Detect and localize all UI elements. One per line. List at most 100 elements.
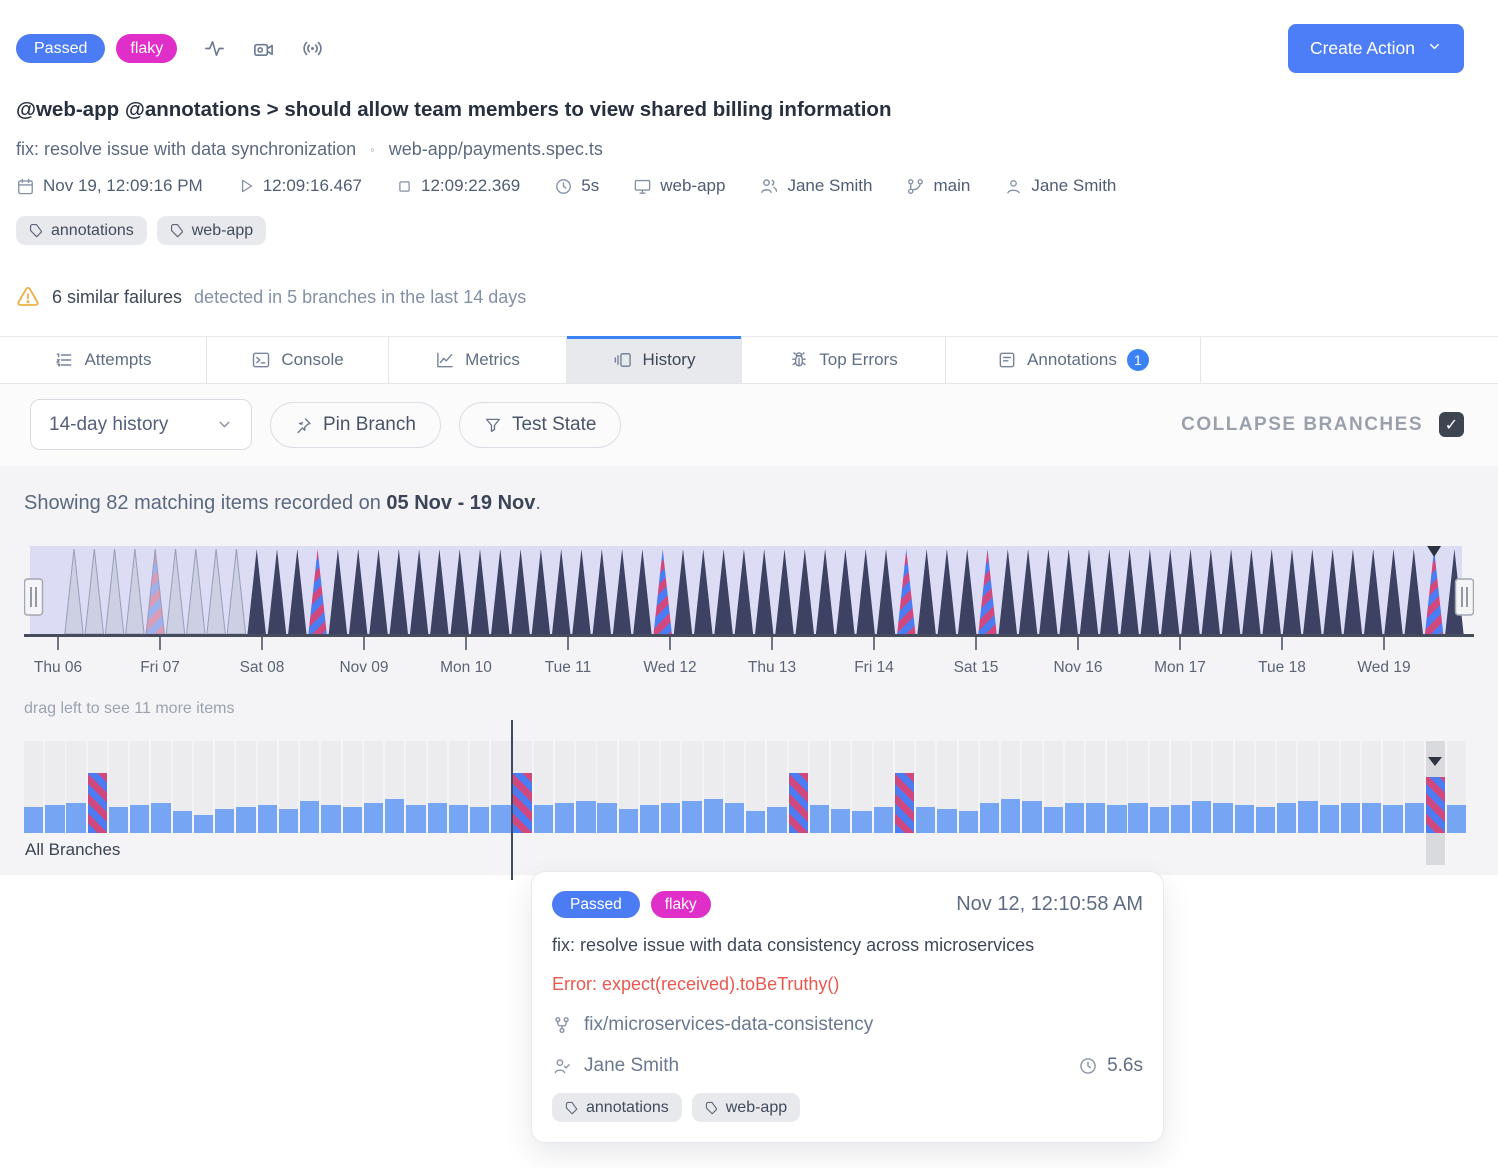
- timeline-spike[interactable]: [1404, 549, 1423, 634]
- histogram-slot[interactable]: [852, 741, 872, 833]
- timeline-spike[interactable]: [1018, 549, 1038, 634]
- timeline-spike[interactable]: [572, 549, 591, 634]
- run-bar[interactable]: [661, 803, 681, 833]
- recording-icon[interactable]: [252, 37, 275, 60]
- flaky-run-bar[interactable]: [894, 773, 915, 833]
- run-bar[interactable]: [215, 809, 235, 833]
- timeline-spike[interactable]: [1262, 549, 1281, 634]
- run-bar[interactable]: [618, 809, 639, 833]
- run-bar[interactable]: [363, 803, 384, 833]
- run-bar[interactable]: [1192, 801, 1212, 833]
- timeline-spike[interactable]: [1323, 549, 1342, 634]
- tab-annotations[interactable]: Annotations 1: [946, 337, 1201, 383]
- run-bar[interactable]: [257, 805, 277, 833]
- run-bar[interactable]: [406, 805, 426, 833]
- timeline-spike[interactable]: [491, 549, 510, 634]
- run-bar[interactable]: [852, 811, 872, 833]
- create-action-button[interactable]: Create Action: [1287, 24, 1464, 73]
- timeline-spike[interactable]: [247, 549, 266, 634]
- timeline-spike[interactable]: [1120, 549, 1139, 634]
- timeline-brush-chart[interactable]: Thu 06 Fri 07 Sat 08 Nov 09 Mon 10 Tue 11 Wed …: [23, 546, 1475, 683]
- timeline-spike[interactable]: [328, 549, 348, 634]
- tab-metrics[interactable]: Metrics: [389, 337, 567, 383]
- timeline-spike[interactable]: [409, 549, 429, 634]
- timeline-spike[interactable]: [653, 549, 672, 634]
- run-bar[interactable]: [1170, 805, 1191, 833]
- timeline-svg[interactable]: Thu 06 Fri 07 Sat 08 Nov 09 Mon 10 Tue 11 Wed …: [23, 546, 1475, 678]
- timeline-spike[interactable]: [1364, 549, 1383, 634]
- timeline-spike[interactable]: [1384, 549, 1403, 634]
- run-bar[interactable]: [1255, 807, 1276, 833]
- timeline-spike[interactable]: [1059, 549, 1078, 634]
- timeline-spike[interactable]: [1242, 549, 1261, 634]
- run-bar[interactable]: [916, 807, 936, 833]
- tag-annotations[interactable]: annotations: [16, 216, 147, 245]
- flaky-run-bar[interactable]: [87, 773, 108, 833]
- tab-top-errors[interactable]: Top Errors: [742, 337, 946, 383]
- histogram-slot[interactable]: [172, 741, 192, 833]
- run-bar[interactable]: [1298, 801, 1318, 833]
- run-bar[interactable]: [703, 799, 723, 833]
- tab-attempts[interactable]: Attempts: [0, 337, 207, 383]
- spec-file-link[interactable]: web-app/payments.spec.ts: [388, 139, 603, 159]
- run-bar[interactable]: [1404, 803, 1424, 833]
- run-bar[interactable]: [937, 809, 957, 833]
- run-bar[interactable]: [1340, 803, 1361, 833]
- run-bar[interactable]: [1277, 803, 1297, 833]
- flaky-run-bar[interactable]: [788, 773, 808, 833]
- timeline-spike[interactable]: [1282, 549, 1302, 634]
- run-bar[interactable]: [873, 807, 893, 833]
- timeline-spike[interactable]: [349, 549, 368, 634]
- run-bar[interactable]: [1149, 807, 1170, 833]
- run-bar[interactable]: [448, 805, 469, 833]
- history-range-select[interactable]: 14-day history: [30, 399, 252, 450]
- run-bar[interactable]: [555, 803, 575, 833]
- run-bar[interactable]: [172, 811, 192, 833]
- run-bar[interactable]: [958, 811, 978, 833]
- timeline-spike[interactable]: [795, 549, 814, 634]
- run-bar[interactable]: [1064, 803, 1085, 833]
- timeline-spike[interactable]: [1079, 549, 1099, 634]
- brush-handle-right[interactable]: [1454, 578, 1475, 616]
- timeline-spike[interactable]: [552, 549, 571, 634]
- timeline-spike[interactable]: [288, 549, 307, 634]
- run-bar[interactable]: [597, 803, 617, 833]
- run-bar[interactable]: [682, 801, 702, 833]
- run-bar[interactable]: [385, 799, 405, 833]
- run-bar[interactable]: [1086, 803, 1106, 833]
- timeline-spike[interactable]: [836, 549, 855, 634]
- timeline-spike[interactable]: [511, 549, 530, 634]
- timeline-spike[interactable]: [1039, 549, 1058, 634]
- run-bar[interactable]: [151, 803, 171, 833]
- run-bar[interactable]: [342, 807, 362, 833]
- run-bar[interactable]: [724, 803, 745, 833]
- run-bar[interactable]: [236, 807, 256, 833]
- timeline-spike[interactable]: [389, 549, 408, 634]
- run-bar[interactable]: [1383, 805, 1403, 833]
- run-bar[interactable]: [278, 809, 299, 833]
- timeline-spike[interactable]: [612, 549, 632, 634]
- timeline-spike[interactable]: [267, 549, 287, 634]
- timeline-spike[interactable]: [917, 549, 936, 634]
- test-state-filter-button[interactable]: Test State: [458, 401, 622, 448]
- run-bar[interactable]: [1001, 799, 1021, 833]
- run-bar[interactable]: [1022, 801, 1042, 833]
- timeline-spike[interactable]: [714, 549, 733, 634]
- timeline-spike[interactable]: [694, 549, 713, 634]
- run-bar[interactable]: [1128, 803, 1148, 833]
- timeline-spike[interactable]: [1221, 549, 1241, 634]
- tab-history[interactable]: History: [567, 336, 742, 383]
- run-bar[interactable]: [130, 805, 150, 833]
- run-bar[interactable]: [1447, 805, 1467, 833]
- timeline-spike[interactable]: [673, 549, 693, 634]
- timeline-spike[interactable]: [978, 549, 997, 634]
- run-bar[interactable]: [639, 805, 660, 833]
- histogram-slot[interactable]: [193, 741, 214, 833]
- run-bar[interactable]: [193, 815, 214, 833]
- run-bar[interactable]: [767, 807, 787, 833]
- pin-branch-button[interactable]: Pin Branch: [270, 401, 441, 448]
- run-bar[interactable]: [45, 805, 65, 833]
- run-bar[interactable]: [66, 803, 86, 833]
- timeline-spike[interactable]: [1100, 549, 1119, 634]
- timeline-spike[interactable]: [815, 549, 835, 634]
